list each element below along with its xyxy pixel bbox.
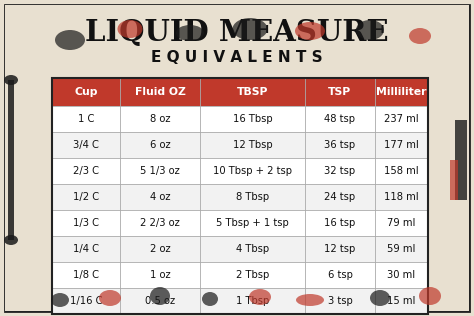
Text: 2 Tbsp: 2 Tbsp — [236, 270, 269, 280]
Text: Milliliter: Milliliter — [376, 87, 427, 97]
Ellipse shape — [233, 18, 267, 40]
Text: 237 ml: 237 ml — [384, 114, 419, 124]
Text: 5 Tbsp + 1 tsp: 5 Tbsp + 1 tsp — [216, 218, 289, 228]
Bar — [52, 106, 428, 132]
Bar — [428, 5, 469, 311]
Bar — [455, 120, 467, 200]
Text: 16 Tbsp: 16 Tbsp — [233, 114, 272, 124]
Text: 6 tsp: 6 tsp — [328, 270, 353, 280]
Text: 3 tsp: 3 tsp — [328, 296, 352, 306]
Bar — [52, 78, 428, 106]
Ellipse shape — [419, 287, 441, 305]
Text: 2 oz: 2 oz — [150, 244, 170, 254]
Bar — [450, 160, 458, 200]
Text: TSP: TSP — [328, 87, 352, 97]
Text: 1/16 C: 1/16 C — [70, 296, 102, 306]
Text: 8 Tbsp: 8 Tbsp — [236, 192, 269, 202]
Ellipse shape — [51, 293, 69, 307]
Text: 5 1/3 oz: 5 1/3 oz — [140, 166, 180, 176]
Text: 12 tsp: 12 tsp — [324, 244, 356, 254]
Text: 0.5 oz: 0.5 oz — [145, 296, 175, 306]
Text: 4 Tbsp: 4 Tbsp — [236, 244, 269, 254]
Text: 10 Tbsp + 2 tsp: 10 Tbsp + 2 tsp — [213, 166, 292, 176]
Ellipse shape — [4, 235, 18, 245]
Bar — [52, 132, 428, 158]
Text: TBSP: TBSP — [237, 87, 268, 97]
Ellipse shape — [4, 75, 18, 85]
Text: 24 tsp: 24 tsp — [324, 192, 356, 202]
Text: 1 Tbsp: 1 Tbsp — [236, 296, 269, 306]
Text: 1 oz: 1 oz — [150, 270, 170, 280]
Text: 16 tsp: 16 tsp — [324, 218, 356, 228]
Ellipse shape — [202, 292, 218, 306]
Text: 118 ml: 118 ml — [384, 192, 419, 202]
Ellipse shape — [356, 20, 384, 40]
Text: 30 ml: 30 ml — [387, 270, 416, 280]
Bar — [52, 78, 428, 314]
Ellipse shape — [409, 28, 431, 44]
Text: 1 C: 1 C — [78, 114, 94, 124]
Ellipse shape — [150, 287, 170, 305]
Ellipse shape — [370, 290, 390, 306]
Bar — [52, 262, 428, 288]
Text: 59 ml: 59 ml — [387, 244, 416, 254]
Text: 2 2/3 oz: 2 2/3 oz — [140, 218, 180, 228]
Text: 32 tsp: 32 tsp — [324, 166, 356, 176]
Text: Cup: Cup — [74, 87, 98, 97]
Text: 12 Tbsp: 12 Tbsp — [233, 140, 272, 150]
Text: 1/3 C: 1/3 C — [73, 218, 99, 228]
Ellipse shape — [99, 290, 121, 306]
Ellipse shape — [249, 289, 271, 305]
Text: 1/8 C: 1/8 C — [73, 270, 99, 280]
Text: Fluid OZ: Fluid OZ — [135, 87, 185, 97]
Bar — [52, 184, 428, 210]
Ellipse shape — [55, 30, 85, 50]
Bar — [5, 286, 469, 311]
Bar — [52, 288, 428, 314]
Text: 15 ml: 15 ml — [387, 296, 416, 306]
Text: 6 oz: 6 oz — [150, 140, 170, 150]
Text: 177 ml: 177 ml — [384, 140, 419, 150]
Text: LIQUID MEASURE: LIQUID MEASURE — [85, 19, 389, 47]
Ellipse shape — [118, 20, 143, 38]
Bar — [5, 5, 51, 311]
Text: 2/3 C: 2/3 C — [73, 166, 99, 176]
Bar — [8, 80, 14, 240]
Text: 158 ml: 158 ml — [384, 166, 419, 176]
Text: 48 tsp: 48 tsp — [325, 114, 356, 124]
Bar — [52, 236, 428, 262]
Text: 36 tsp: 36 tsp — [324, 140, 356, 150]
Text: 3/4 C: 3/4 C — [73, 140, 99, 150]
Text: 79 ml: 79 ml — [387, 218, 416, 228]
Text: 1/4 C: 1/4 C — [73, 244, 99, 254]
Bar — [52, 158, 428, 184]
Text: 4 oz: 4 oz — [150, 192, 170, 202]
Text: 1/2 C: 1/2 C — [73, 192, 99, 202]
Ellipse shape — [296, 294, 324, 306]
Text: E Q U I V A L E N T S: E Q U I V A L E N T S — [151, 51, 323, 65]
Ellipse shape — [176, 25, 204, 41]
Bar — [5, 5, 469, 78]
Ellipse shape — [295, 22, 325, 40]
Text: 8 oz: 8 oz — [150, 114, 170, 124]
Bar — [52, 210, 428, 236]
